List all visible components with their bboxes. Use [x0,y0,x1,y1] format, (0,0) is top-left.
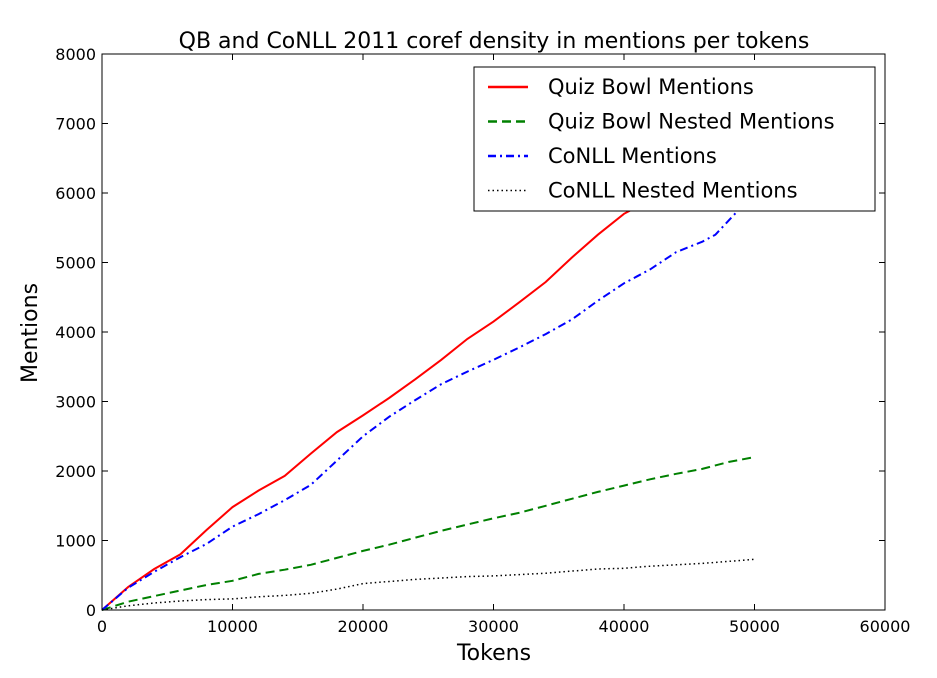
legend-label-3: CoNLL Nested Mentions [548,179,798,203]
x-tick-label: 10000 [207,617,258,636]
series-line-0 [101,195,651,611]
y-tick-label: 8000 [55,45,96,64]
y-tick-label: 1000 [55,532,96,551]
x-tick-label: 0 [97,617,107,636]
chart-title: QB and CoNLL 2011 coref density in menti… [179,29,810,54]
y-tick-label: 5000 [55,254,96,273]
y-tick-label: 0 [86,601,96,620]
x-tick-label: 30000 [468,617,519,636]
y-axis-label: Mentions [18,283,43,383]
series-line-1 [101,456,755,611]
legend-box [473,66,876,212]
y-axis: 0 1000 2000 3000 4000 5000 6000 7000 8000 [55,45,885,620]
y-tick-label: 7000 [55,115,96,134]
series-line-2 [101,195,756,611]
x-axis-label: Tokens [456,641,531,666]
y-tick-label: 6000 [55,184,96,203]
x-axis: 0 10000 20000 30000 40000 50000 60000 [97,54,911,636]
x-tick-label: 50000 [729,617,780,636]
plot-series [101,195,756,611]
x-tick-label: 20000 [338,617,389,636]
y-tick-label: 2000 [55,462,96,481]
y-tick-label: 3000 [55,393,96,412]
legend-label-2: CoNLL Mentions [548,144,717,168]
y-tick-label: 4000 [55,323,96,342]
series-line-3 [101,558,755,611]
legend-label-0: Quiz Bowl Mentions [548,75,754,99]
x-tick-label: 40000 [599,617,650,636]
legend: Quiz Bowl Mentions Quiz Bowl Nested Menti… [473,66,876,212]
legend-label-1: Quiz Bowl Nested Mentions [548,110,835,134]
x-tick-label: 60000 [860,617,911,636]
